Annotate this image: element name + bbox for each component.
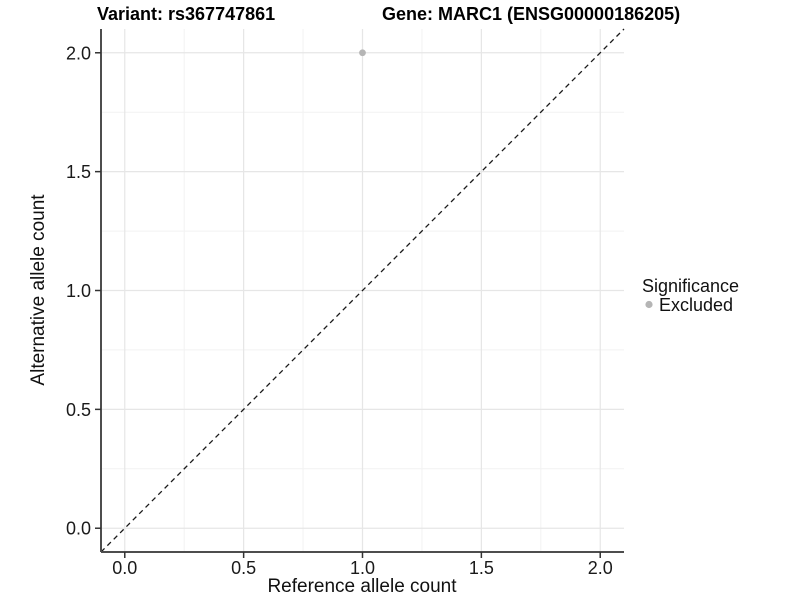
plot-title-variant: Variant: rs367747861	[97, 4, 275, 24]
reference-line-layer	[100, 28, 625, 553]
legend-item-label: Excluded	[659, 295, 733, 315]
x-tick-label: 0.0	[112, 558, 137, 578]
y-tick-label: 0.5	[66, 400, 91, 420]
x-tick-label: 1.0	[350, 558, 375, 578]
x-tick-label: 1.5	[469, 558, 494, 578]
y-tick-label: 2.0	[66, 43, 91, 63]
x-tick-label: 0.5	[231, 558, 256, 578]
points-layer	[359, 49, 366, 57]
plot-title-gene: Gene: MARC1 (ENSG00000186205)	[382, 4, 680, 24]
legend: Significance Excluded	[642, 276, 739, 315]
legend-title: Significance	[642, 276, 739, 296]
y-axis-title: Alternative allele count	[28, 194, 49, 386]
data-point	[359, 49, 366, 57]
legend-key-dot-icon	[645, 300, 653, 309]
identity-reference-line	[100, 28, 625, 553]
y-tick-label: 1.0	[66, 281, 91, 301]
axes-layer	[95, 29, 624, 558]
y-tick-label: 0.0	[66, 519, 91, 539]
tick-labels-layer: 0.0 0.5 1.0 1.5 2.0 0.0 0.5 1.0 1.5 2.0	[66, 43, 613, 578]
y-tick-label: 1.5	[66, 162, 91, 182]
x-axis-title: Reference allele count	[267, 576, 457, 597]
x-tick-label: 2.0	[588, 558, 613, 578]
